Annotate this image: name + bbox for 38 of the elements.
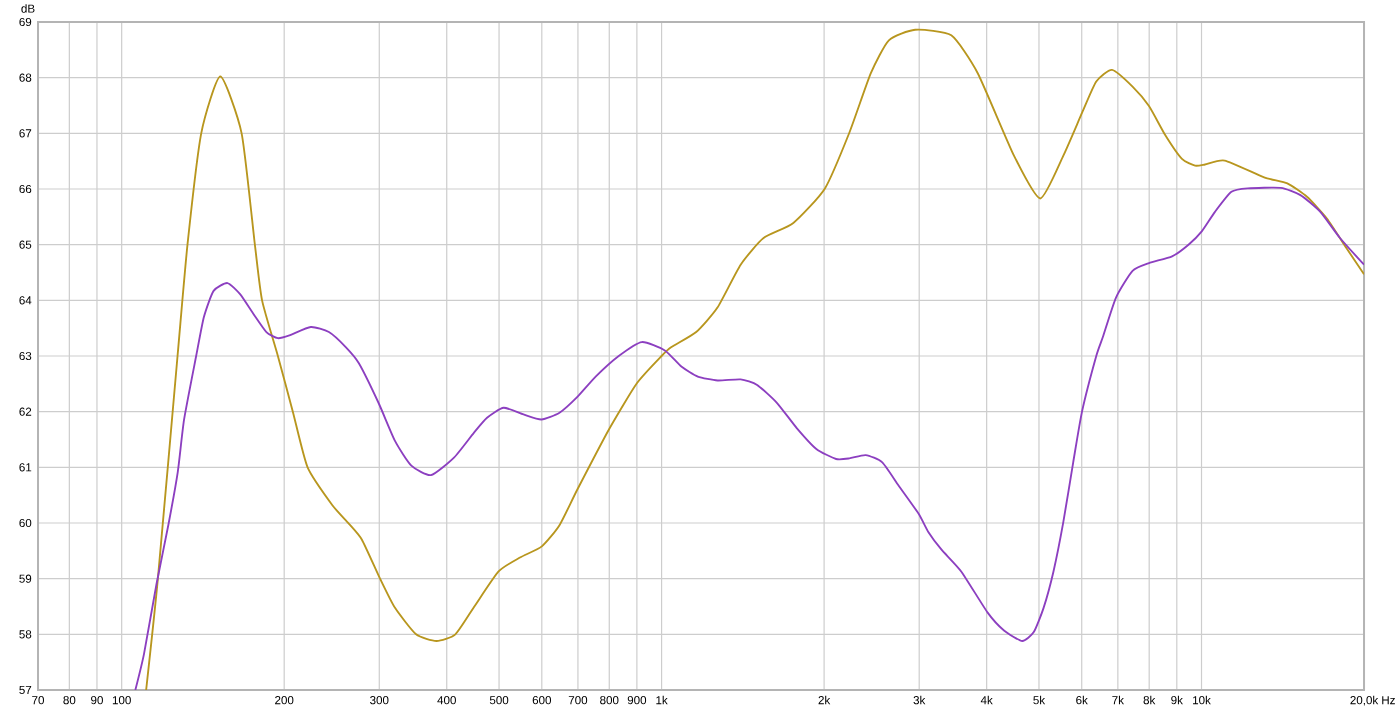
y-tick-label: 67 [19,129,32,138]
x-tick-label: 7k [1112,695,1124,705]
x-tick-label: 500 [489,696,509,705]
x-tick-label: 400 [437,696,456,705]
y-tick-label: 59 [19,574,32,583]
x-tick-label: 600 [532,696,552,705]
x-tick-label: 4k [980,695,993,705]
y-tick-label: 62 [19,407,32,416]
x-axis-title: Hz [1382,696,1395,705]
x-tick-label: 700 [568,696,588,705]
y-tick-label: 66 [19,184,32,194]
y-tick-label: 63 [19,351,32,361]
y-tick-label: 61 [19,463,32,472]
x-tick-label: 70 [32,696,45,705]
y-tick-label: 65 [19,240,32,249]
x-tick-label: 3k [913,695,926,705]
y-axis-title: dB [21,4,35,13]
y-tick-label: 57 [19,685,32,695]
y-tick-label: 64 [19,296,32,305]
x-tick-label: 1k [656,695,668,705]
x-tick-label: 900 [627,696,647,705]
x-tick-label: 6k [1076,695,1088,705]
x-tick-label: 100 [112,696,131,705]
x-tick-label: 90 [91,696,103,705]
x-tick-label: 9k [1171,695,1183,705]
x-tick-label: 80 [63,696,76,705]
x-tick-label: 20,0k [1350,695,1379,706]
x-tick-label: 800 [600,696,619,705]
y-tick-label: 68 [19,73,32,82]
x-tick-label: 200 [275,696,294,705]
x-tick-label: 5k [1033,695,1046,705]
x-tick-label: 300 [370,696,389,705]
x-tick-label: 10k [1193,695,1211,705]
x-tick-label: 2k [818,695,831,705]
y-tick-label: 58 [19,630,32,639]
x-tick-label: 8k [1143,695,1156,705]
y-tick-label: 69 [19,17,32,27]
y-tick-label: 60 [19,518,32,528]
